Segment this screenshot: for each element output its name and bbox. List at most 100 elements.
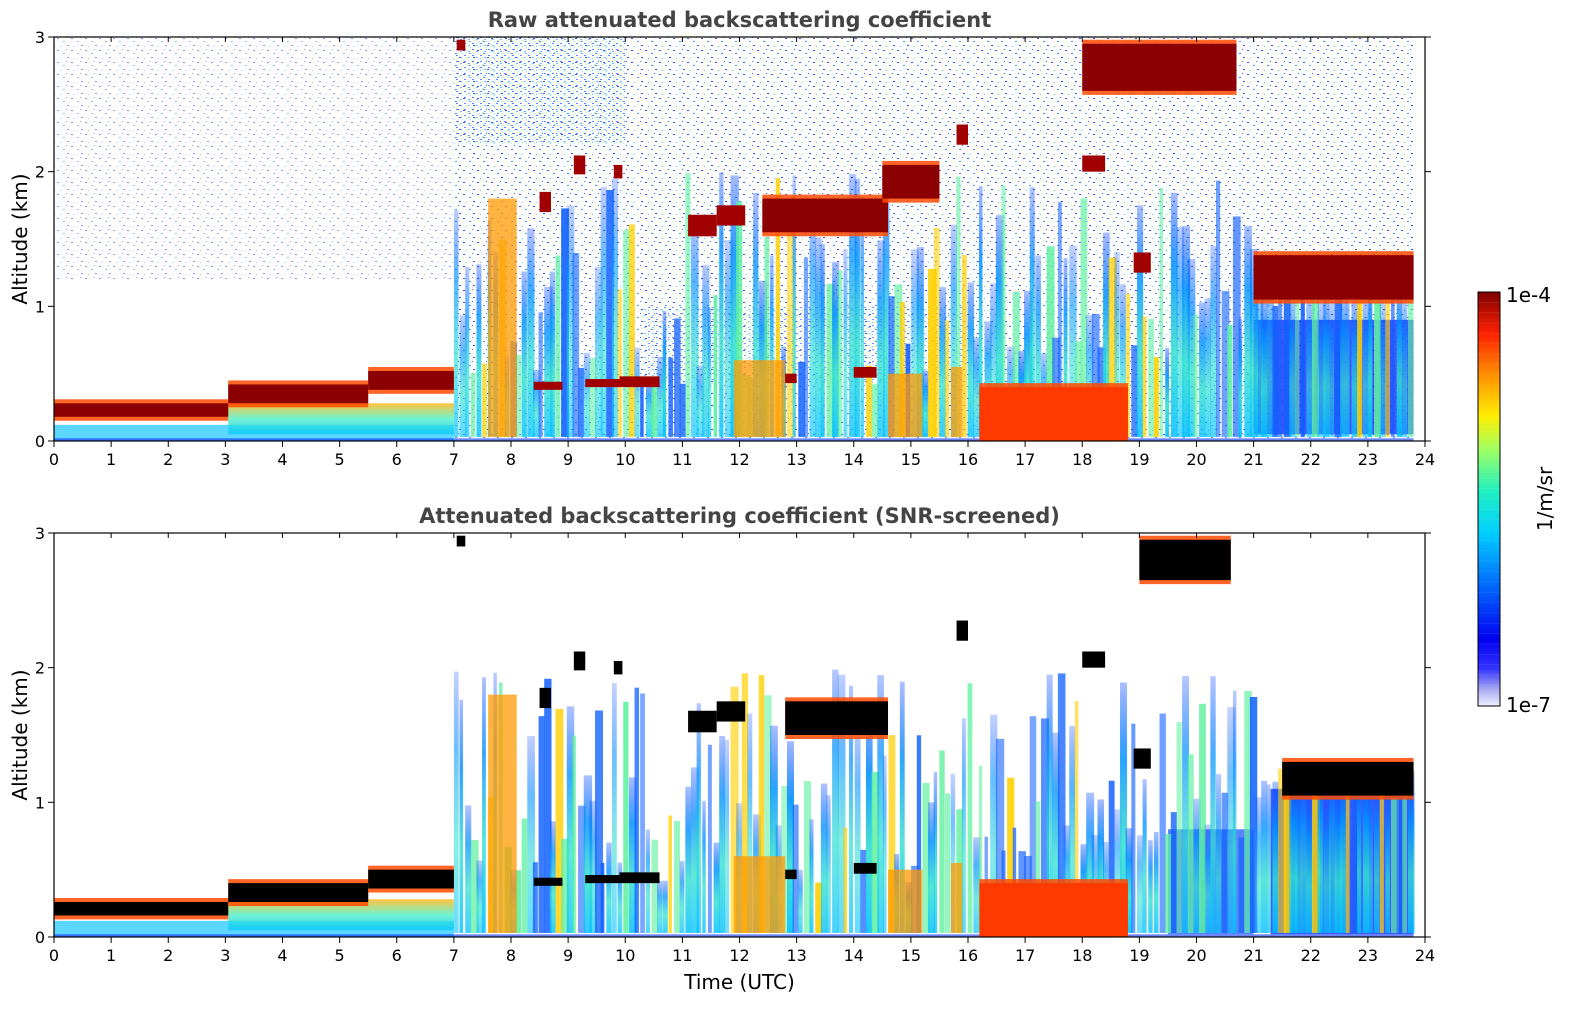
cloud-blob	[573, 651, 586, 671]
layer-2	[368, 366, 454, 394]
layer-0	[54, 897, 229, 920]
cloud-blob	[539, 687, 551, 709]
x-tick-label: 4	[277, 450, 287, 469]
x-tick-label: 4	[277, 946, 287, 965]
cloud-blob	[785, 869, 797, 880]
cloud-blob	[716, 205, 746, 226]
colorbar-max-label: 1e-4	[1506, 283, 1551, 307]
x-tick-label: 21	[1243, 450, 1263, 469]
heatmap-area	[54, 533, 1425, 937]
x-tick-label: 3	[220, 946, 230, 965]
layer-1	[228, 879, 369, 906]
panel-screened: 0 1 2 3 4 5 6 7 8 9 10 11 12 13 14 15 16 17 18 19 20 21 22 23 24…	[8, 504, 1435, 994]
x-tick-label: 17	[1015, 946, 1035, 965]
cloud-blob	[1082, 651, 1106, 668]
x-tick-label: 1	[106, 450, 116, 469]
y-tick-label: 3	[35, 28, 45, 47]
x-tick-label: 23	[1358, 450, 1378, 469]
y-tick-label: 0	[35, 432, 45, 451]
x-tick-label: 18	[1072, 946, 1092, 965]
cloud-blob	[456, 535, 466, 547]
x-tick-label: 15	[901, 946, 921, 965]
x-tick-label: 20	[1186, 450, 1206, 469]
x-tick-label: 22	[1301, 450, 1321, 469]
x-tick-label: 10	[615, 946, 635, 965]
x-tick-label: 0	[49, 946, 59, 965]
cloud-blob	[1133, 252, 1151, 273]
cloud-blob	[1082, 155, 1106, 172]
y-axis-label: Altitude (km)	[8, 669, 32, 800]
panel-title: Raw attenuated backscattering coefficien…	[488, 8, 992, 32]
x-tick-label: 12	[729, 946, 749, 965]
x-tick-label: 18	[1072, 450, 1092, 469]
layer-4	[882, 160, 940, 203]
cloud-blob	[613, 164, 623, 179]
layer-3	[785, 697, 889, 739]
y-tick-label: 3	[35, 524, 45, 543]
x-tick-label: 5	[335, 946, 345, 965]
x-tick-label: 16	[958, 946, 978, 965]
layer-7	[979, 383, 1128, 441]
x-tick-label: 17	[1015, 450, 1035, 469]
x-tick-label: 3	[220, 450, 230, 469]
heatmap-area	[54, 37, 1425, 441]
x-tick-label: 19	[1129, 450, 1149, 469]
cloud-blob	[688, 214, 717, 237]
x-tick-label: 22	[1301, 946, 1321, 965]
layer-2	[368, 865, 454, 893]
cloud-blob	[853, 366, 877, 378]
cloud-blob	[688, 710, 717, 733]
layer-6	[979, 879, 1128, 937]
cloud-blob	[585, 379, 620, 388]
x-tick-label: 14	[844, 450, 864, 469]
x-tick-label: 9	[563, 946, 573, 965]
x-tick-label: 14	[844, 946, 864, 965]
y-tick-label: 1	[35, 297, 45, 316]
x-tick-label: 2	[163, 946, 173, 965]
x-tick-label: 24	[1415, 450, 1435, 469]
cloud-blob	[1133, 748, 1151, 769]
cloud-blob	[619, 376, 660, 388]
cloud-blob	[619, 872, 660, 884]
cloud-blob	[539, 191, 551, 213]
cloud-blob	[785, 373, 797, 384]
cloud-blob	[853, 862, 877, 874]
x-tick-label: 6	[392, 450, 402, 469]
x-tick-label: 8	[506, 946, 516, 965]
x-tick-label: 6	[392, 946, 402, 965]
x-tick-label: 2	[163, 450, 173, 469]
colorbar	[1477, 291, 1501, 707]
x-tick-label: 23	[1358, 946, 1378, 965]
cloud-blob	[716, 701, 746, 722]
cloud-blob	[585, 875, 620, 884]
x-tick-label: 24	[1415, 946, 1435, 965]
panel-title: Attenuated backscattering coefficient (S…	[419, 504, 1060, 528]
y-tick-label: 2	[35, 659, 45, 678]
layer-4	[1139, 535, 1231, 585]
cloud-blob	[533, 381, 563, 390]
x-tick-label: 15	[901, 450, 921, 469]
cloud-blob	[456, 39, 466, 51]
cloud-blob	[573, 155, 586, 175]
cloud-blob	[533, 877, 563, 886]
x-tick-label: 7	[449, 946, 459, 965]
x-axis-label: Time (UTC)	[683, 970, 795, 994]
x-tick-label: 20	[1186, 946, 1206, 965]
x-tick-label: 5	[335, 450, 345, 469]
cloud-blob	[956, 620, 968, 641]
x-tick-label: 11	[672, 946, 692, 965]
panel-raw: 0 1 2 3 4 5 6 7 8 9 10 11 12 13 14 15 16 17 18 19 20 21 22 23 24…	[8, 8, 1435, 469]
y-tick-label: 0	[35, 928, 45, 947]
layer-5	[1282, 757, 1414, 800]
layer-1	[228, 380, 369, 408]
x-tick-label: 7	[449, 450, 459, 469]
x-tick-label: 16	[958, 450, 978, 469]
colorbar-unit-label: 1/m/sr	[1533, 466, 1557, 531]
layer-0	[54, 399, 229, 421]
x-tick-label: 9	[563, 450, 573, 469]
x-tick-label: 13	[786, 450, 806, 469]
y-tick-label: 2	[35, 163, 45, 182]
x-tick-label: 11	[672, 450, 692, 469]
layer-6	[1253, 251, 1414, 304]
